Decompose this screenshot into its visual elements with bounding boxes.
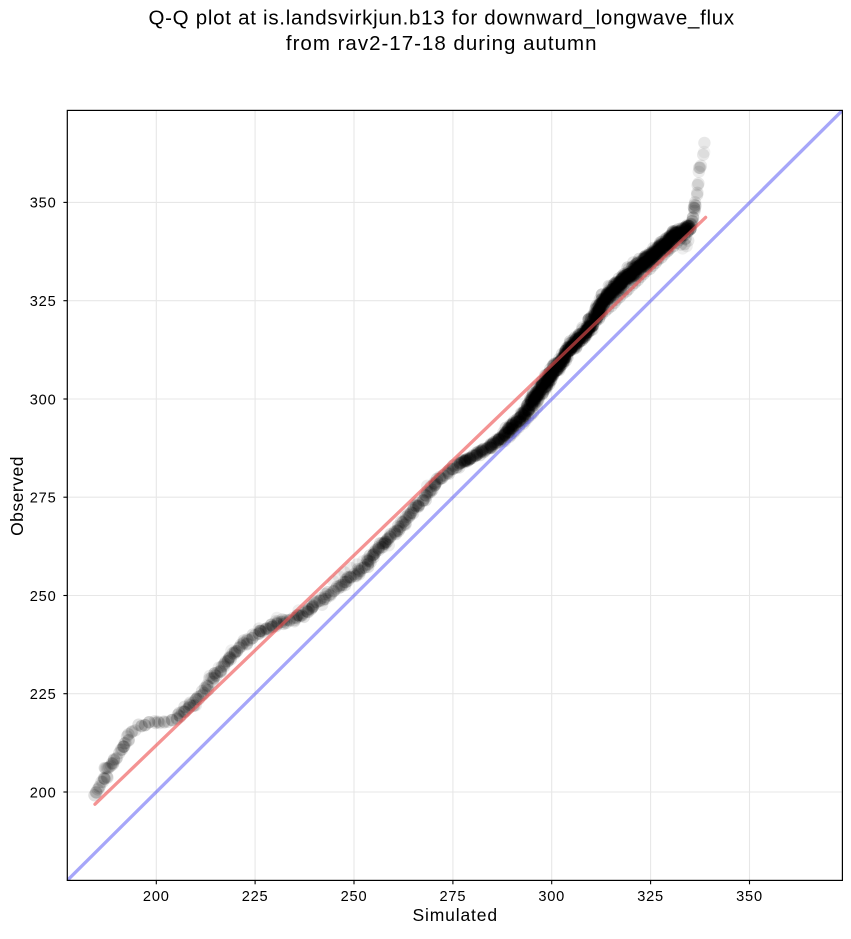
svg-text:275: 275 (440, 889, 467, 905)
svg-text:350: 350 (30, 196, 57, 212)
svg-text:200: 200 (143, 889, 170, 905)
svg-text:225: 225 (242, 889, 269, 905)
svg-text:250: 250 (341, 889, 368, 905)
svg-text:200: 200 (30, 785, 57, 801)
svg-text:250: 250 (30, 589, 57, 605)
svg-text:Simulated: Simulated (412, 905, 497, 925)
svg-text:300: 300 (30, 392, 57, 408)
svg-text:300: 300 (538, 889, 565, 905)
svg-text:350: 350 (736, 889, 763, 905)
svg-text:325: 325 (30, 294, 57, 310)
svg-text:from rav2-17-18 during autumn: from rav2-17-18 during autumn (286, 32, 598, 55)
svg-text:275: 275 (30, 491, 57, 507)
svg-text:225: 225 (30, 687, 57, 703)
svg-text:325: 325 (637, 889, 664, 905)
svg-text:Observed: Observed (7, 456, 27, 536)
svg-text:Q-Q plot at is.landsvirkjun.b1: Q-Q plot at is.landsvirkjun.b13 for down… (148, 7, 734, 30)
